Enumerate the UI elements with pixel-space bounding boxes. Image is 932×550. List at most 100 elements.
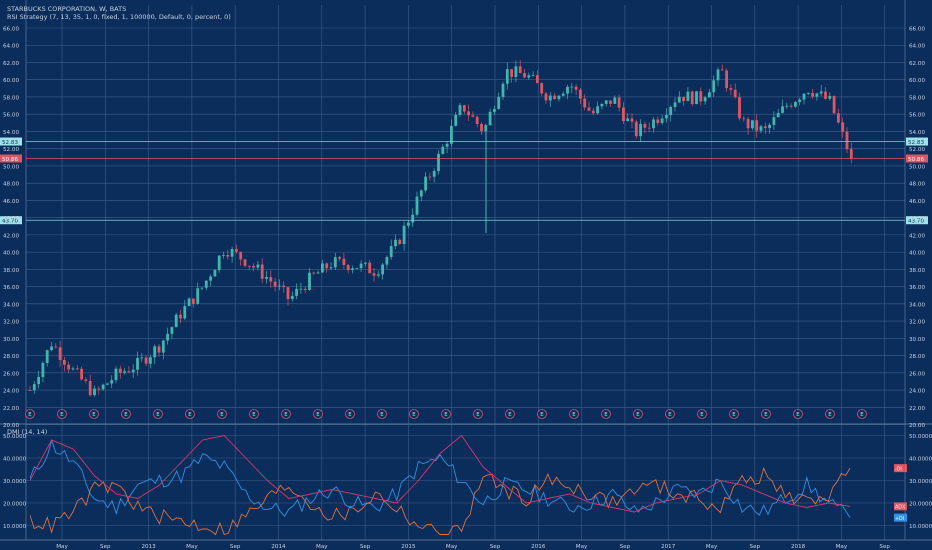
candle-up [333, 257, 337, 268]
candle-up [798, 99, 802, 103]
candle-down [475, 116, 479, 124]
candle-up [639, 123, 642, 137]
candle-down [338, 257, 341, 259]
candle-down [540, 83, 544, 94]
level-tag-right-bg [906, 137, 928, 146]
candle-up [140, 357, 144, 359]
candle-up [200, 287, 204, 289]
candle-down [647, 127, 651, 129]
price-tick-right: 32.00 [909, 320, 925, 326]
candle-up [751, 120, 754, 129]
price-tick-left: 36.00 [3, 285, 19, 291]
candle-down [841, 122, 845, 132]
candle-up [716, 69, 720, 81]
candle-down [97, 388, 101, 390]
earnings-marker-label: E [796, 412, 800, 418]
candle-up [458, 105, 462, 115]
earnings-marker-label: E [412, 412, 416, 418]
candle-down [282, 285, 286, 288]
candle-up [204, 280, 208, 288]
price-tick-right: 62.00 [909, 61, 925, 67]
candle-up [785, 105, 789, 107]
price-levels: 52.83 52.83 50.86 50.86 43.70 43.70 [0, 137, 928, 225]
time-tick-label: 2016 [531, 544, 546, 550]
candle-up [278, 285, 281, 287]
earnings-marker [249, 409, 259, 419]
price-tick-right: 52.00 [909, 147, 925, 153]
price-tick-left: 66.00 [3, 27, 19, 33]
earnings-marker [377, 409, 387, 419]
earnings-marker-label: E [28, 412, 32, 418]
candle-down [243, 259, 247, 266]
price-tick-left: 20.00 [3, 423, 19, 429]
price-tick-left: 50.00 [3, 164, 19, 170]
candle-down [738, 97, 741, 119]
dmi-tick-right: 10.0000 [909, 524, 932, 530]
candle-down [118, 368, 122, 373]
candle-down [837, 113, 840, 123]
price-tick-left: 52.00 [3, 147, 19, 153]
price-tick-right: 30.00 [909, 337, 925, 343]
candle-up [604, 100, 608, 104]
price-tick-left: 28.00 [3, 354, 19, 360]
candle-up [131, 369, 135, 373]
candle-up [531, 75, 535, 76]
earnings-marker-label: E [92, 412, 96, 418]
candle-down [583, 98, 587, 108]
candle-up [222, 255, 225, 256]
earnings-marker [89, 409, 99, 419]
dmi-tick-right: 50.0000 [909, 434, 932, 440]
dmi-tick-right: 30.0000 [909, 479, 932, 485]
candle-down [591, 110, 595, 114]
candle-down [286, 287, 290, 299]
axes: 66.00 66.00 64.00 64.00 62.00 62.00 60.00 60.00… [3, 27, 932, 550]
candle-up [71, 368, 75, 370]
candle-up [424, 176, 427, 191]
candle-up [166, 333, 169, 341]
candle-up [359, 263, 363, 269]
price-tick-right: 48.00 [909, 182, 925, 188]
candle-up [626, 118, 630, 122]
earnings-marker [473, 409, 483, 419]
candle-up [110, 380, 114, 384]
candle-up [497, 96, 501, 109]
candle-up [256, 264, 260, 268]
candle-up [419, 190, 423, 197]
candle-down [656, 119, 660, 124]
candle-up [381, 264, 384, 275]
candle-up [665, 114, 668, 119]
candle-up [566, 86, 569, 94]
candle-down [88, 380, 92, 396]
dmi-series-line [29, 434, 851, 513]
candle-up [493, 108, 496, 112]
candle-up [32, 384, 36, 391]
price-tick-right: 58.00 [909, 95, 925, 101]
candle-up [213, 270, 217, 277]
candle-down [54, 346, 58, 348]
candle-down [28, 390, 32, 391]
candle-up [454, 114, 458, 126]
earnings-marker-label: E [700, 412, 704, 418]
earnings-marker [729, 409, 739, 419]
candle-down [518, 66, 522, 74]
candle-up [669, 106, 673, 115]
candle-down [80, 368, 83, 380]
level-tag-right-bg [906, 154, 928, 163]
candle-down [235, 249, 238, 252]
candle-down [480, 123, 483, 132]
candle-up [230, 249, 234, 257]
earnings-marker [793, 409, 803, 419]
level-tag-left-bg [0, 137, 22, 146]
candle-up [815, 93, 819, 97]
earnings-marker-label: E [316, 412, 320, 418]
candle-up [708, 92, 711, 98]
time-tick-label: Sep [490, 544, 501, 550]
candle-up [136, 357, 139, 370]
price-tick-right: 34.00 [909, 302, 925, 308]
time-tick-label: May [316, 544, 328, 550]
candle-up [351, 268, 354, 271]
candle-down [733, 89, 737, 98]
candle-down [763, 126, 767, 129]
candle-up [106, 383, 109, 385]
time-tick-label: Sep [750, 544, 761, 550]
